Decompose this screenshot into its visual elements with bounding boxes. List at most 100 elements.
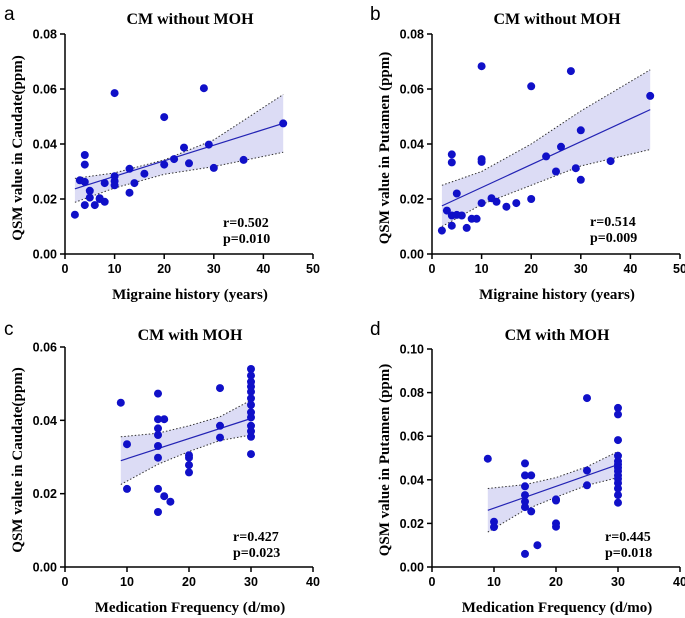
y-tick-label-d-4: 0.08 xyxy=(400,386,424,400)
data-point-b-17 xyxy=(492,197,501,206)
data-point-d-0 xyxy=(483,454,492,463)
data-point-d-2 xyxy=(490,523,498,532)
data-point-d-8 xyxy=(521,503,529,512)
r-value-c: r=0.427 xyxy=(233,530,279,545)
y-tick-label-a-0: 0.00 xyxy=(33,248,57,262)
chart-title-a: CM without MOH xyxy=(126,11,254,28)
band-upper-edge-a xyxy=(74,94,284,179)
data-point-d-33 xyxy=(614,498,622,507)
x-tick-label-b-4: 40 xyxy=(623,262,637,276)
confidence-band-a xyxy=(74,94,284,203)
regression-line-d xyxy=(487,463,619,511)
y-tick-label-a-3: 0.06 xyxy=(33,83,57,97)
data-point-c-13 xyxy=(166,497,175,506)
band-lower-edge-a xyxy=(74,151,284,203)
data-point-b-23 xyxy=(552,167,560,176)
data-point-b-0 xyxy=(437,226,446,235)
data-point-c-15 xyxy=(185,453,193,462)
data-point-b-7 xyxy=(452,189,461,198)
y-tick-label-c-0: 0.00 xyxy=(33,561,57,575)
x-tick-label-a-1: 10 xyxy=(108,262,122,276)
plot-area-b: 0 10 20 30 40 50 0.00 0.02 0.04 0.06 0.08 xyxy=(400,28,685,277)
data-point-b-11 xyxy=(472,214,481,223)
data-point-c-18 xyxy=(216,384,224,393)
confidence-band-c xyxy=(120,400,251,485)
panel-b: b CM without MOH Migraine history (years… xyxy=(370,4,685,303)
data-point-d-19 xyxy=(583,481,591,490)
data-point-d-21 xyxy=(614,410,622,419)
data-point-a-21 xyxy=(160,160,169,169)
data-point-b-9 xyxy=(462,223,471,232)
data-point-a-6 xyxy=(85,193,94,202)
data-point-c-7 xyxy=(154,442,162,450)
x-tick-label-b-0: 0 xyxy=(429,262,436,276)
data-point-c-30 xyxy=(247,421,255,430)
y-tick-label-d-0: 0.00 xyxy=(400,561,424,575)
data-point-c-27 xyxy=(247,400,255,409)
data-point-a-0 xyxy=(70,210,79,219)
data-point-d-5 xyxy=(521,482,529,491)
panel-label-b: b xyxy=(370,4,381,25)
band-upper-edge-c xyxy=(120,399,252,438)
chart-title-c: CM with MOH xyxy=(138,327,243,344)
x-tick-label-b-3: 30 xyxy=(574,262,588,276)
data-point-d-14 xyxy=(552,496,560,505)
x-axis-label-a: Migraine history (years) xyxy=(112,287,268,303)
data-point-a-26 xyxy=(199,84,208,93)
data-point-a-8 xyxy=(90,201,99,210)
data-point-d-6 xyxy=(521,491,529,500)
y-tick-label-b-0: 0.00 xyxy=(400,248,424,262)
data-point-d-9 xyxy=(521,549,529,558)
x-tick-label-d-3: 30 xyxy=(611,575,625,589)
x-tick-label-a-4: 40 xyxy=(256,262,270,276)
data-point-a-4 xyxy=(80,160,89,169)
data-point-c-25 xyxy=(247,387,255,396)
data-point-c-33 xyxy=(247,450,255,459)
data-point-b-8 xyxy=(457,211,466,220)
data-point-b-18 xyxy=(502,202,511,211)
plot-area-a: 0 10 20 30 40 50 0.00 0.02 0.04 0.06 0.08 xyxy=(33,28,320,277)
data-point-c-26 xyxy=(247,394,255,403)
data-point-a-30 xyxy=(279,119,288,128)
y-tick-label-b-2: 0.04 xyxy=(400,138,424,152)
data-point-c-19 xyxy=(216,421,224,430)
data-point-d-18 xyxy=(583,466,591,475)
panel-a: a CM without MOH Migraine history (years… xyxy=(4,4,320,303)
data-point-b-13 xyxy=(477,157,486,166)
data-point-d-32 xyxy=(614,491,622,500)
x-tick-label-c-0: 0 xyxy=(62,575,69,589)
data-point-c-17 xyxy=(185,468,193,477)
data-point-a-28 xyxy=(209,163,218,172)
y-tick-label-c-1: 0.02 xyxy=(33,487,57,501)
data-point-a-7 xyxy=(85,186,94,195)
data-point-a-16 xyxy=(110,89,119,98)
data-point-b-22 xyxy=(542,152,551,161)
x-tick-label-d-0: 0 xyxy=(429,575,436,589)
data-point-b-4 xyxy=(447,150,456,159)
data-point-a-20 xyxy=(140,169,149,178)
band-lower-edge-b xyxy=(441,149,651,227)
data-point-a-22 xyxy=(160,113,169,122)
x-tick-label-b-5: 50 xyxy=(673,262,685,276)
data-point-d-3 xyxy=(521,459,529,468)
data-point-a-27 xyxy=(204,140,213,149)
x-tick-label-a-0: 0 xyxy=(62,262,69,276)
data-point-b-14 xyxy=(477,199,486,208)
band-upper-edge-d xyxy=(487,451,619,489)
x-tick-label-b-1: 10 xyxy=(475,262,489,276)
data-point-d-7 xyxy=(521,497,529,506)
data-point-b-19 xyxy=(512,199,521,208)
data-point-a-14 xyxy=(110,181,119,190)
confidence-band-b xyxy=(441,69,651,227)
data-point-a-29 xyxy=(239,155,248,164)
data-point-b-24 xyxy=(557,142,565,151)
y-tick-label-c-2: 0.04 xyxy=(33,414,57,428)
chart-title-b: CM without MOH xyxy=(493,11,621,28)
data-point-d-4 xyxy=(521,471,529,480)
data-point-c-12 xyxy=(160,492,169,501)
r-value-b: r=0.514 xyxy=(590,215,636,230)
x-tick-label-a-2: 20 xyxy=(157,262,171,276)
data-point-c-6 xyxy=(154,431,162,439)
data-point-a-12 xyxy=(100,179,109,188)
